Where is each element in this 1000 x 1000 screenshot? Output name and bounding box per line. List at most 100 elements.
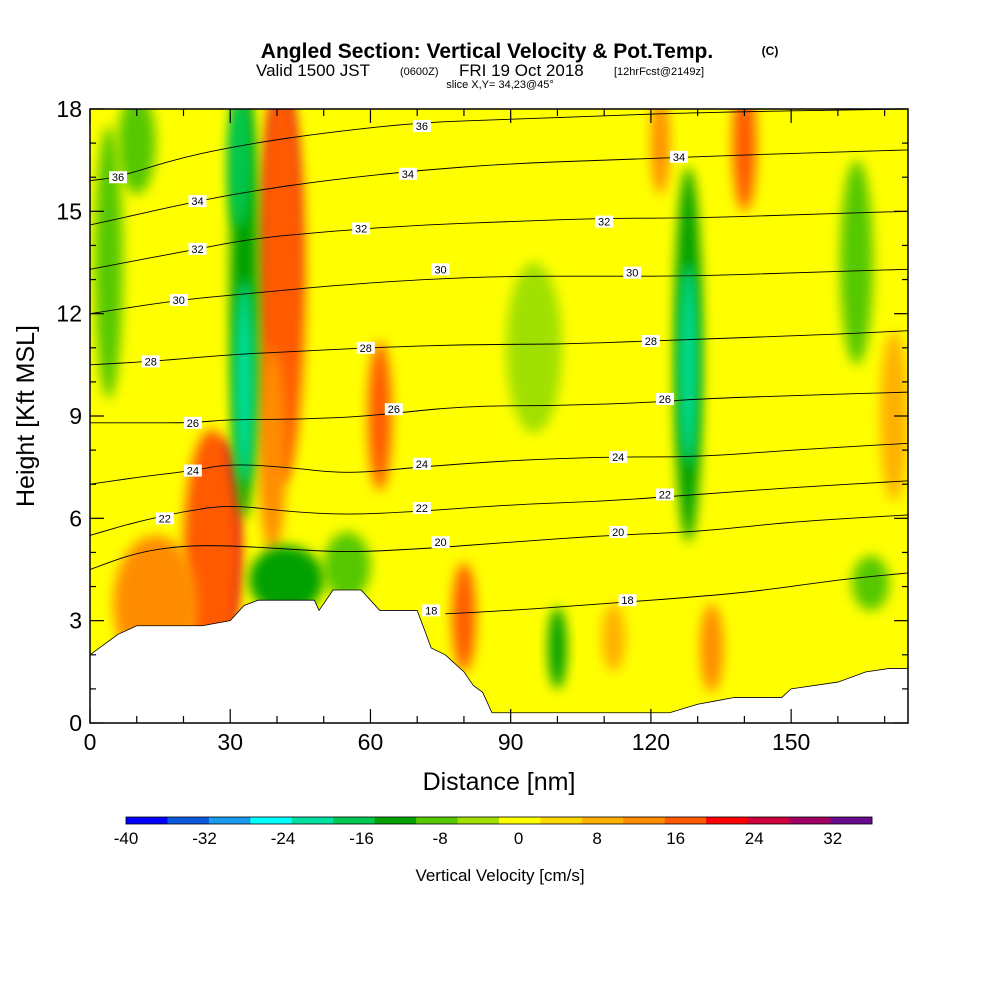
svg-text:34: 34 [402, 169, 414, 181]
colorbar-swatch [416, 817, 458, 824]
contour-label: 32 [188, 242, 207, 256]
svg-text:32: 32 [191, 244, 203, 256]
colorbar-swatch [540, 817, 583, 824]
velocity-cell [227, 109, 252, 229]
colorbar-swatch [250, 817, 293, 824]
colorbar-swatch [789, 817, 831, 824]
x-axis: 0 30 60 90 120 150 [84, 109, 886, 755]
valid-time-line: Valid 1500 JST (0600Z) FRI 19 Oct 2018 [… [256, 61, 704, 80]
velocity-cell [851, 555, 890, 611]
terrain-mask [89, 589, 909, 724]
svg-text:32: 32 [355, 223, 367, 235]
colorbar-swatch [457, 817, 500, 824]
colorbar-swatch [747, 817, 790, 824]
contour-label: 34 [188, 195, 207, 208]
colorbar-tick-label: -40 [114, 829, 139, 848]
svg-text:30: 30 [626, 268, 638, 280]
contour-label: 36 [109, 171, 128, 184]
contour-label: 34 [669, 150, 688, 164]
contour-label: 28 [141, 355, 160, 368]
contour-label: 18 [618, 594, 637, 607]
svg-text:34: 34 [673, 152, 685, 164]
y-tick-label: 9 [69, 403, 82, 429]
svg-text:20: 20 [434, 537, 446, 549]
colorbar-tick-label: 8 [592, 829, 601, 848]
svg-text:18: 18 [621, 595, 633, 607]
colorbar-tick-label: -32 [192, 829, 217, 848]
y-tick-label: 12 [56, 301, 82, 327]
colorbar-tick-label: 16 [666, 829, 685, 848]
svg-text:22: 22 [659, 489, 671, 501]
contour-label: 34 [398, 167, 417, 181]
vertical-velocity-field [94, 109, 908, 693]
valid-zulu: (0600Z) [400, 66, 439, 78]
colorbar-swatch [167, 817, 210, 824]
x-tick-label: 30 [217, 729, 243, 755]
theta-contour [90, 109, 908, 182]
colorbar-swatch [664, 817, 707, 824]
contour-label: 26 [384, 403, 403, 416]
contour-label: 18 [422, 604, 441, 617]
colorbar-swatch [830, 817, 873, 824]
theta-contour [90, 442, 908, 485]
svg-text:28: 28 [145, 356, 157, 368]
svg-text:30: 30 [173, 295, 185, 307]
colorbar-swatch [291, 817, 334, 824]
theta-contour [445, 572, 908, 615]
chart-title: Angled Section: Vertical Velocity & Pot.… [261, 40, 713, 63]
velocity-cell [118, 109, 156, 195]
velocity-cell [323, 531, 371, 601]
svg-text:30: 30 [434, 264, 446, 276]
svg-text:22: 22 [159, 513, 171, 525]
colorbar: -40 -32 -24 -16 -8 0 8 16 24 32 [114, 816, 873, 848]
theta-contour [90, 514, 908, 570]
contour-label: 22 [155, 512, 174, 525]
x-tick-label: 0 [84, 729, 97, 755]
velocity-cell [679, 262, 697, 468]
velocity-cell [94, 126, 123, 399]
svg-text:20: 20 [612, 527, 624, 539]
svg-text:26: 26 [659, 394, 671, 406]
contour-label: 24 [609, 450, 628, 464]
contour-label: 30 [623, 266, 642, 280]
svg-text:28: 28 [360, 343, 372, 355]
y-tick-label: 18 [56, 96, 82, 122]
contour-label: 30 [431, 263, 450, 276]
velocity-cell [879, 330, 908, 502]
theta-contour [90, 391, 908, 424]
colorbar-tick-label: -16 [349, 829, 374, 848]
y-tick-label: 3 [69, 608, 82, 634]
svg-text:32: 32 [598, 217, 610, 229]
svg-text:18: 18 [425, 605, 437, 617]
y-tick-label: 0 [69, 710, 82, 736]
svg-text:36: 36 [416, 121, 428, 133]
valid-date: FRI 19 Oct 2018 [459, 61, 584, 80]
contour-label: 22 [655, 488, 674, 501]
y-tick-label: 15 [56, 198, 82, 224]
x-tick-label: 150 [772, 729, 810, 755]
velocity-cell [548, 607, 567, 689]
svg-text:26: 26 [187, 418, 199, 430]
colorbar-swatch [499, 817, 541, 824]
colorbar-swatch [208, 817, 251, 824]
x-axis-label: Distance [nm] [423, 768, 576, 796]
colorbar-swatch [581, 817, 624, 824]
colorbar-tick-label: 0 [514, 829, 523, 848]
x-tick-label: 60 [358, 729, 384, 755]
colorbar-title: Vertical Velocity [cm/s] [415, 866, 584, 885]
contour-label: 28 [356, 341, 375, 355]
svg-text:36: 36 [112, 172, 124, 184]
contour-label: 36 [412, 120, 431, 133]
slice-info: slice X,Y= 34,23@45° [446, 79, 554, 91]
svg-text:24: 24 [187, 466, 199, 478]
contour-label: 20 [609, 525, 628, 539]
colorbar-swatch [623, 817, 666, 824]
velocity-cell [183, 429, 240, 676]
svg-text:24: 24 [416, 459, 428, 471]
chart-title-units: (C) [762, 44, 779, 58]
velocity-cell [368, 340, 392, 492]
svg-text:28: 28 [645, 336, 657, 348]
y-axis: 0 36 9 12 15 18 [56, 96, 908, 736]
valid-prefix: Valid 1500 JST [256, 61, 370, 80]
